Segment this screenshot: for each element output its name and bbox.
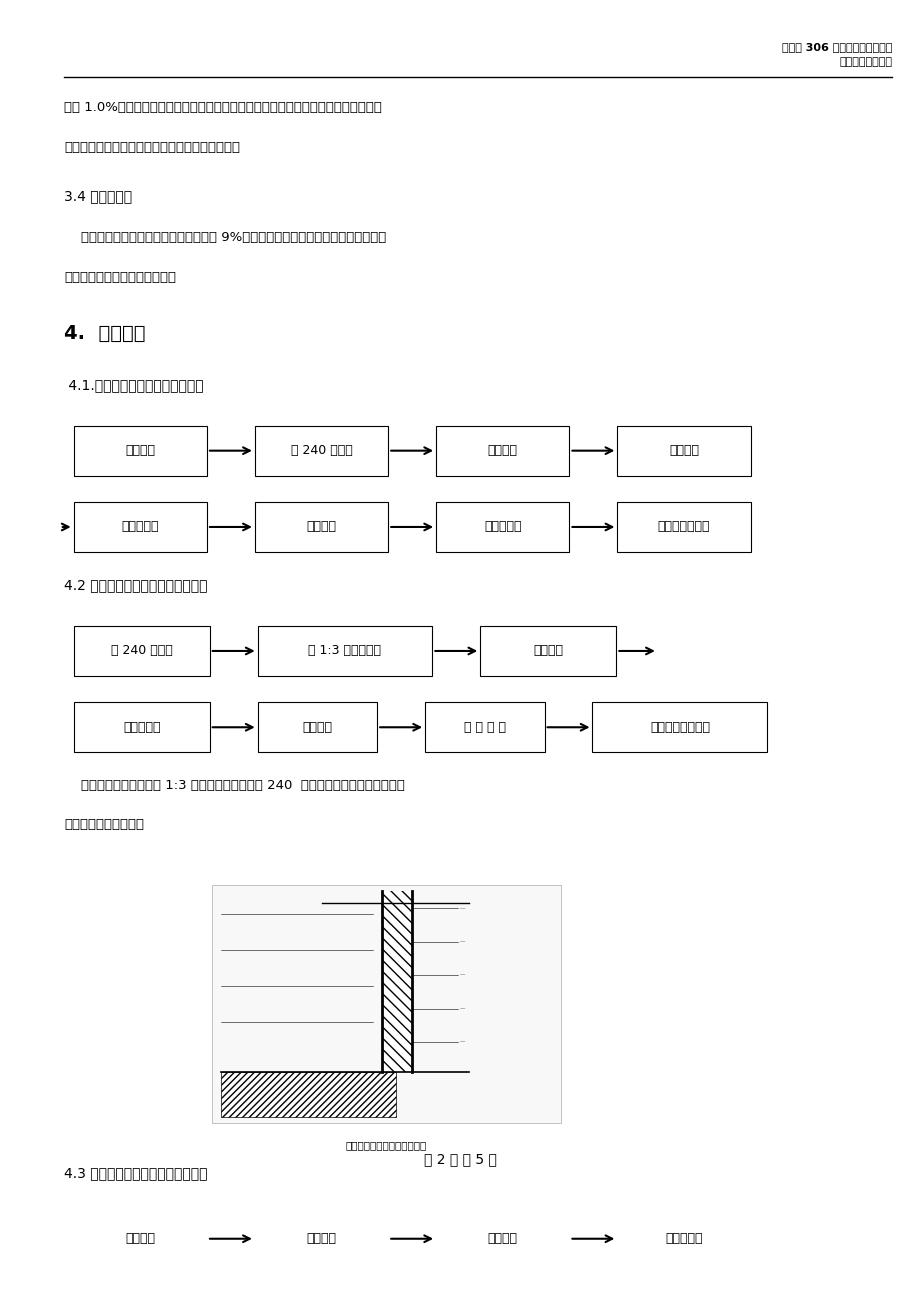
Text: 防 水 层 验: 防 水 层 验 (463, 721, 505, 734)
FancyBboxPatch shape (425, 702, 544, 753)
Text: 卷材铺贴: 卷材铺贴 (306, 521, 336, 534)
Text: 解放军 306 医院综合医疗楼工程: 解放军 306 医院综合医疗楼工程 (781, 42, 891, 52)
Text: 卷材铺贴: 卷材铺贴 (302, 721, 332, 734)
Bar (221, 1072, 395, 1117)
Text: 抹水泥砂浆保护层: 抹水泥砂浆保护层 (649, 721, 709, 734)
FancyBboxPatch shape (74, 503, 207, 552)
Text: 3.4 基层要求：: 3.4 基层要求： (64, 190, 132, 203)
Text: 大于 1.0%；拌制混凝土所用的水，采用不含有害物质的洁净水；外加剂的技术性能，: 大于 1.0%；拌制混凝土所用的水，采用不含有害物质的洁净水；外加剂的技术性能， (64, 102, 382, 115)
Text: 上皮标高向上一皮砖。: 上皮标高向上一皮砖。 (64, 818, 144, 831)
Text: —: — (460, 1039, 465, 1044)
FancyBboxPatch shape (592, 702, 766, 753)
FancyBboxPatch shape (74, 702, 210, 753)
Text: 防水保护层施工: 防水保护层施工 (657, 521, 709, 534)
Text: 附加层施工: 附加层施工 (664, 1232, 702, 1245)
Text: 卷材铺贴: 卷材铺贴 (487, 1232, 517, 1245)
Text: —: — (460, 906, 465, 911)
Text: 4.2 基础砖胎模柔性防水工艺流程：: 4.2 基础砖胎模柔性防水工艺流程： (64, 578, 208, 592)
Text: 砌 240 砖胎模: 砌 240 砖胎模 (290, 444, 352, 457)
FancyBboxPatch shape (257, 626, 432, 676)
FancyBboxPatch shape (255, 426, 388, 475)
FancyBboxPatch shape (74, 1290, 207, 1302)
FancyBboxPatch shape (74, 1213, 207, 1264)
Text: 第 2 页 共 5 页: 第 2 页 共 5 页 (423, 1152, 496, 1165)
Text: 涂刷底油: 涂刷底油 (533, 644, 562, 658)
FancyBboxPatch shape (436, 1213, 569, 1264)
Bar (381, 891, 412, 1072)
FancyBboxPatch shape (255, 1213, 388, 1264)
Text: 应符合国家或行业标准一等品及以上的质量要求。: 应符合国家或行业标准一等品及以上的质量要求。 (64, 141, 240, 154)
Text: 垫层施工: 垫层施工 (125, 444, 155, 457)
FancyBboxPatch shape (255, 1290, 388, 1302)
Text: 位验收后，方可进行防水施工。: 位验收后，方可进行防水施工。 (64, 271, 176, 284)
Text: 附加层施工: 附加层施工 (121, 521, 159, 534)
Text: 4.3 地下室外墙柔性防水工艺流程：: 4.3 地下室外墙柔性防水工艺流程： (64, 1167, 208, 1180)
Text: 基层处理: 基层处理 (487, 444, 517, 457)
Text: 基层应保持清洁、干燥，含水率不大于 9%，施工要求时方可施工；基层应由甲方单: 基层应保持清洁、干燥，含水率不大于 9%，施工要求时方可施工；基层应由甲方单 (64, 232, 386, 245)
Text: —: — (460, 939, 465, 944)
FancyBboxPatch shape (617, 426, 750, 475)
FancyBboxPatch shape (257, 702, 377, 753)
FancyBboxPatch shape (255, 503, 388, 552)
Text: 砌 240 砖胎模: 砌 240 砖胎模 (110, 644, 173, 658)
Text: 结构外墙防水层外侧用 1:3 水泥砂浆砌筑永久性 240  砖保护墙，高度从底板混凝土: 结构外墙防水层外侧用 1:3 水泥砂浆砌筑永久性 240 砖保护墙，高度从底板混… (64, 779, 405, 792)
Text: 抹 1:3 砂浆找平层: 抹 1:3 砂浆找平层 (308, 644, 381, 658)
FancyBboxPatch shape (436, 426, 569, 475)
FancyBboxPatch shape (617, 503, 750, 552)
Text: 防水层验收: 防水层验收 (483, 521, 521, 534)
Text: 涂刷底油: 涂刷底油 (668, 444, 698, 457)
FancyBboxPatch shape (436, 503, 569, 552)
Text: 地下防水施工方案: 地下防水施工方案 (838, 57, 891, 68)
Text: 4.1.基础底板柔性防水工艺流程：: 4.1.基础底板柔性防水工艺流程： (64, 378, 204, 392)
Text: 4.  施工工艺: 4. 施工工艺 (64, 324, 146, 344)
Text: 基础底板防水施工做法示意图: 基础底板防水施工做法示意图 (346, 1139, 426, 1150)
Text: 基层处理: 基层处理 (125, 1232, 155, 1245)
FancyBboxPatch shape (74, 626, 210, 676)
Text: —: — (460, 973, 465, 978)
Bar (211, 884, 561, 1124)
FancyBboxPatch shape (617, 1213, 750, 1264)
Text: 涂刷底油: 涂刷底油 (306, 1232, 336, 1245)
Text: 附加层施工: 附加层施工 (123, 721, 160, 734)
Text: —: — (460, 1006, 465, 1012)
FancyBboxPatch shape (480, 626, 616, 676)
FancyBboxPatch shape (74, 426, 207, 475)
